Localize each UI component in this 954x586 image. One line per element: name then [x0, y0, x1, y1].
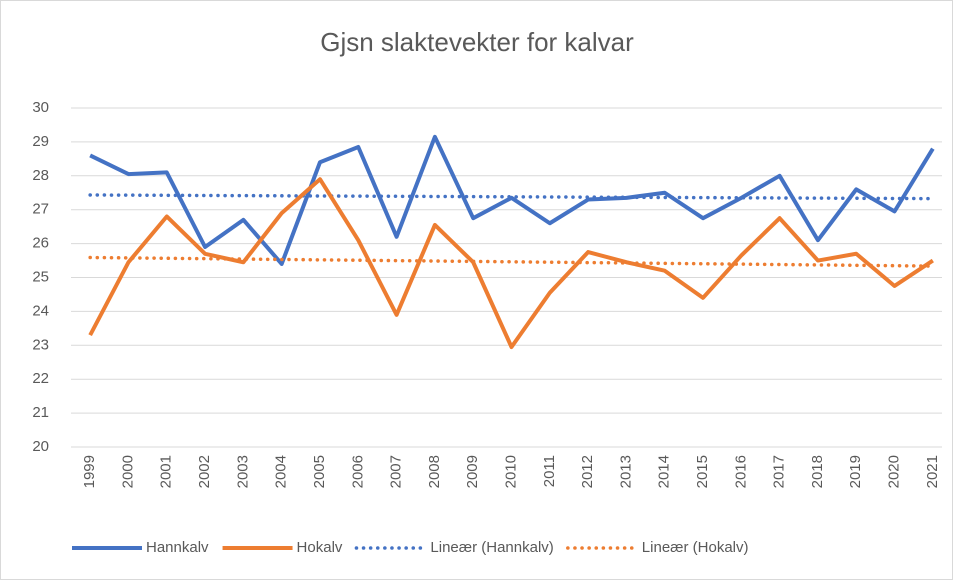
- x-tick-label: 2012: [579, 455, 596, 488]
- x-tick-label: 2000: [119, 455, 136, 488]
- x-tick-label: 2010: [502, 455, 519, 488]
- trendline: [88, 255, 935, 268]
- legend-label: Lineær (Hannkalv): [430, 539, 553, 556]
- y-tick-label: 29: [32, 133, 49, 150]
- x-tick-label: 2007: [388, 455, 405, 488]
- y-tick-label: 24: [32, 302, 49, 319]
- legend-label: Hokalv: [297, 539, 343, 556]
- y-tick-label: 26: [32, 235, 49, 252]
- x-tick-label: 2001: [158, 455, 175, 488]
- x-tick-label: 2011: [541, 455, 558, 487]
- x-tick-label: 2013: [617, 455, 634, 488]
- x-tick-label: 2008: [426, 455, 443, 488]
- y-tick-label: 20: [32, 438, 49, 455]
- x-tick-label: 1999: [81, 455, 98, 488]
- trendline: [88, 193, 935, 201]
- y-tick-label: 27: [32, 201, 49, 218]
- x-tick-label: 2003: [234, 455, 251, 488]
- x-tick-label: 2005: [311, 455, 328, 488]
- chart-title: Gjsn slaktevekter for kalvar: [320, 27, 634, 57]
- x-tick-label: 2018: [809, 455, 826, 488]
- x-tick-label: 2020: [886, 455, 903, 488]
- x-tick-label: 2016: [732, 455, 749, 488]
- x-tick-label: 2009: [464, 455, 481, 488]
- y-tick-label: 28: [32, 167, 49, 184]
- x-tick-label: 2019: [847, 455, 864, 488]
- x-tick-label: 2014: [656, 455, 673, 488]
- legend-label: Hannkalv: [146, 539, 209, 556]
- y-tick-label: 30: [32, 99, 49, 116]
- y-tick-label: 22: [32, 370, 49, 387]
- x-tick-label: 2015: [694, 455, 711, 488]
- x-tick-label: 2004: [273, 455, 290, 488]
- x-tick-label: 2002: [196, 455, 213, 488]
- legend-label: Lineær (Hokalv): [642, 539, 749, 556]
- x-tick-label: 2021: [924, 455, 941, 488]
- x-tick-label: 2017: [771, 455, 788, 488]
- y-tick-label: 23: [32, 336, 49, 353]
- y-tick-label: 25: [32, 268, 49, 285]
- x-tick-label: 2006: [349, 455, 366, 488]
- y-tick-label: 21: [32, 404, 49, 421]
